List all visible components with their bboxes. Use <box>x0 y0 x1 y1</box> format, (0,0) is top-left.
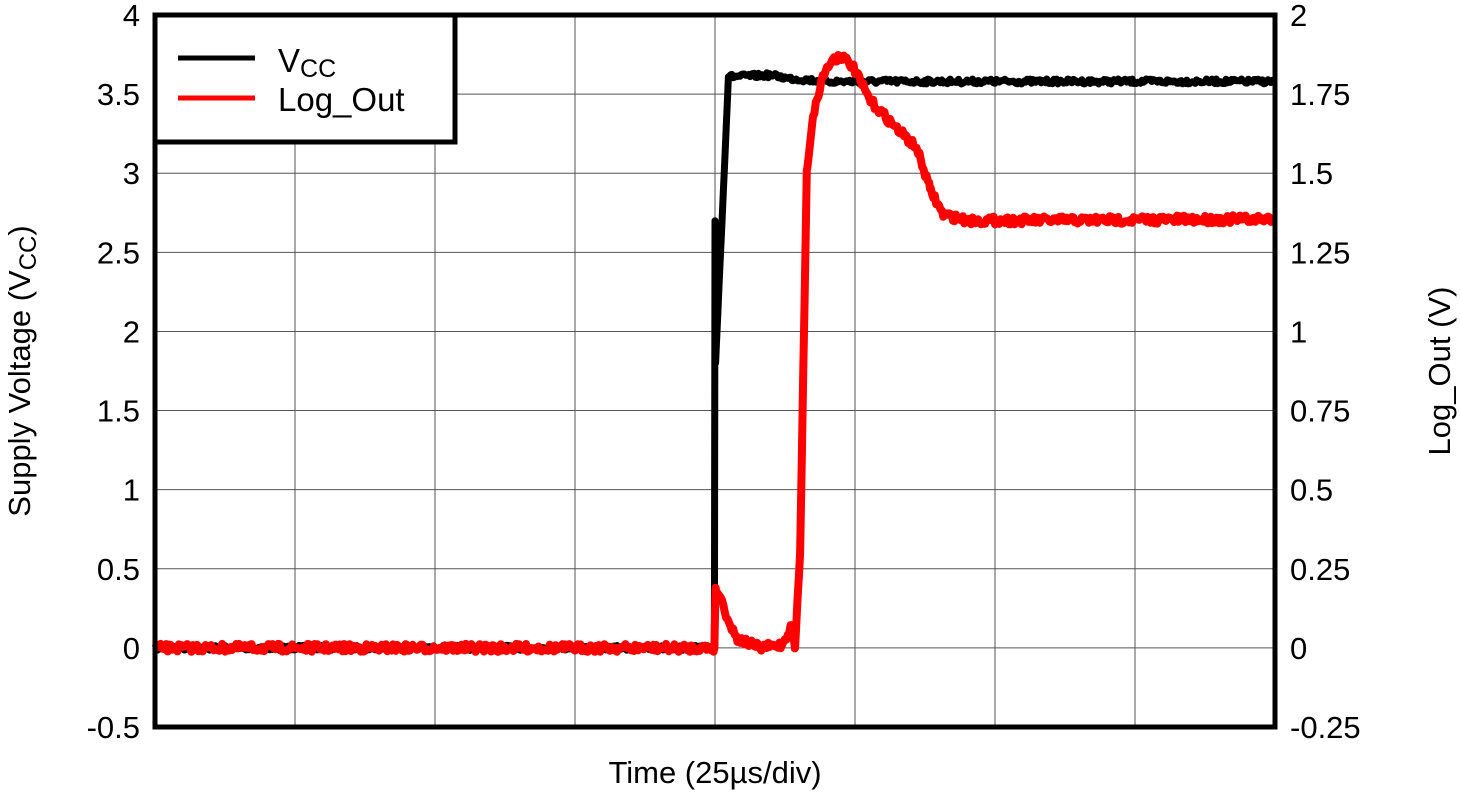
right-tick-label: 0.75 <box>1290 394 1350 429</box>
right-tick-labels: -0.25 0 0.25 0.5 0.75 1 1.25 1.5 1.75 2 <box>1290 0 1361 745</box>
right-tick-label: 0 <box>1290 631 1307 666</box>
left-axis-label-sub: CC <box>15 236 42 271</box>
right-tick-label: 1.25 <box>1290 235 1350 270</box>
series-line-log-out <box>152 51 1278 656</box>
left-tick-label: 1.5 <box>97 394 140 429</box>
right-tick-label: -0.25 <box>1290 710 1361 745</box>
left-tick-label: 4 <box>123 0 140 33</box>
legend-box <box>152 12 458 145</box>
legend-label-log-out: Log_Out <box>278 81 405 118</box>
left-tick-label: 2.5 <box>97 235 140 270</box>
left-tick-label: 3.5 <box>97 77 140 112</box>
left-tick-label: 3 <box>123 156 140 191</box>
left-tick-label: 1 <box>123 473 140 508</box>
x-axis-label: Time (25µs/div) <box>608 755 821 790</box>
right-axis-label: Log_Out (V) <box>1422 287 1457 456</box>
left-tick-label: 0 <box>123 631 140 666</box>
right-tick-label: 1.75 <box>1290 77 1350 112</box>
right-tick-label: 2 <box>1290 0 1307 33</box>
right-tick-label: 1.5 <box>1290 156 1333 191</box>
right-tick-label: 0.5 <box>1290 473 1333 508</box>
left-axis-label: Supply Voltage (VCC) <box>2 225 42 516</box>
left-axis-label-end: ) <box>2 225 37 235</box>
left-tick-label: -0.5 <box>87 710 140 745</box>
left-tick-label: 0.5 <box>97 552 140 587</box>
series-lines <box>151 51 1278 656</box>
legend: VCC Log_Out <box>152 12 458 145</box>
right-tick-label: 0.25 <box>1290 552 1350 587</box>
left-tick-label: 2 <box>123 314 140 349</box>
right-tick-label: 1 <box>1290 314 1307 349</box>
legend-label-vcc: VCC <box>278 42 336 83</box>
plot-frame <box>152 12 1278 730</box>
left-tick-labels: -0.5 0 0.5 1 1.5 2 2.5 3 3.5 4 <box>87 0 140 745</box>
left-axis-label-main: Supply Voltage (V <box>2 270 37 517</box>
